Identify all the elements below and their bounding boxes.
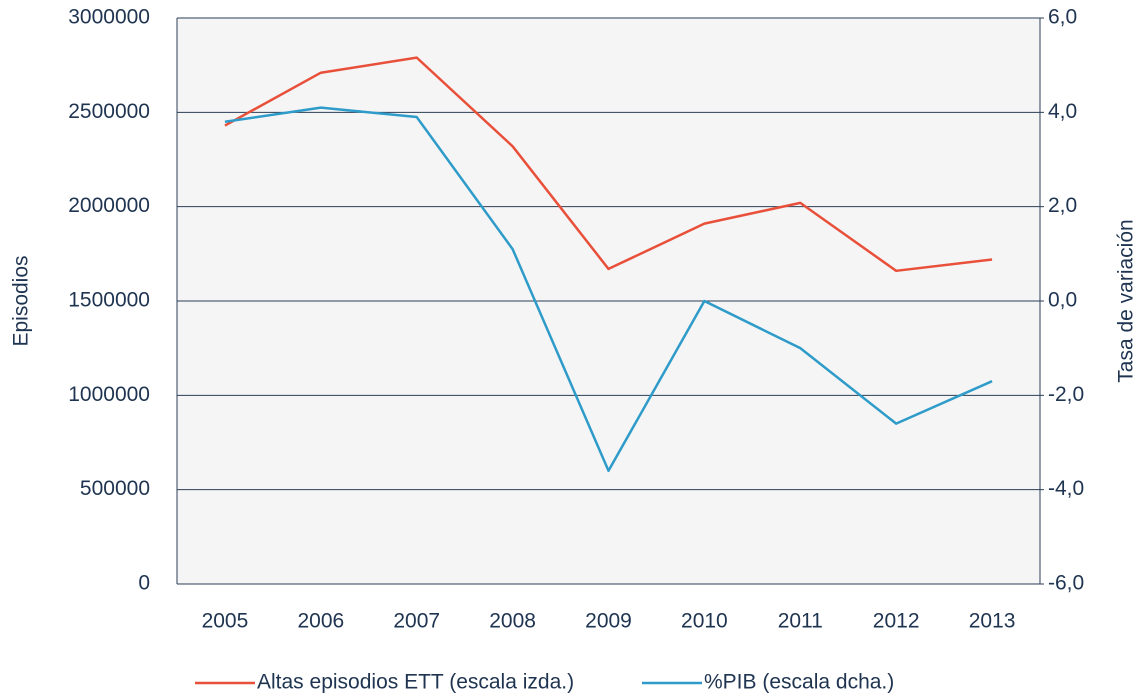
y2-tick-label: -4,0 bbox=[1048, 477, 1084, 500]
series-line bbox=[224, 56, 993, 273]
y2-tick-label: 6,0 bbox=[1048, 6, 1077, 29]
x-tick-label: 2008 bbox=[489, 610, 536, 633]
y-tick-label: 2000000 bbox=[68, 194, 150, 217]
y-tick-label: 1500000 bbox=[68, 289, 150, 312]
x-tick-label: 2012 bbox=[873, 610, 920, 633]
y2-tick-label: -2,0 bbox=[1048, 383, 1084, 406]
x-tick-label: 2010 bbox=[681, 610, 728, 633]
x-tick-label: 2007 bbox=[393, 610, 440, 633]
y-tick-label: 0 bbox=[138, 572, 150, 595]
y-tick-label: 1000000 bbox=[68, 383, 150, 406]
y2-tick-label: 2,0 bbox=[1048, 194, 1077, 217]
x-tick-label: 2011 bbox=[778, 610, 823, 633]
y-tick-label: 500000 bbox=[80, 477, 150, 500]
y2-tick-label: 4,0 bbox=[1048, 100, 1077, 123]
y-tick-label: 3000000 bbox=[68, 6, 150, 29]
x-tick-label: 2009 bbox=[585, 610, 632, 633]
y2-tick-label: 0,0 bbox=[1048, 289, 1077, 312]
x-tick-label: 2013 bbox=[969, 610, 1016, 633]
y-tick-label: 2500000 bbox=[68, 100, 150, 123]
y2-axis-title: Tasa de variación bbox=[1115, 219, 1138, 382]
y-axis-title: Episodios bbox=[10, 255, 33, 346]
series-line bbox=[224, 106, 993, 473]
legend-label: Altas episodios ETT (escala izda.) bbox=[257, 671, 574, 694]
x-tick-label: 2006 bbox=[297, 610, 344, 633]
x-tick-label: 2005 bbox=[202, 610, 249, 633]
legend-label: %PIB (escala dcha.) bbox=[704, 671, 894, 694]
y2-tick-label: -6,0 bbox=[1048, 572, 1084, 595]
